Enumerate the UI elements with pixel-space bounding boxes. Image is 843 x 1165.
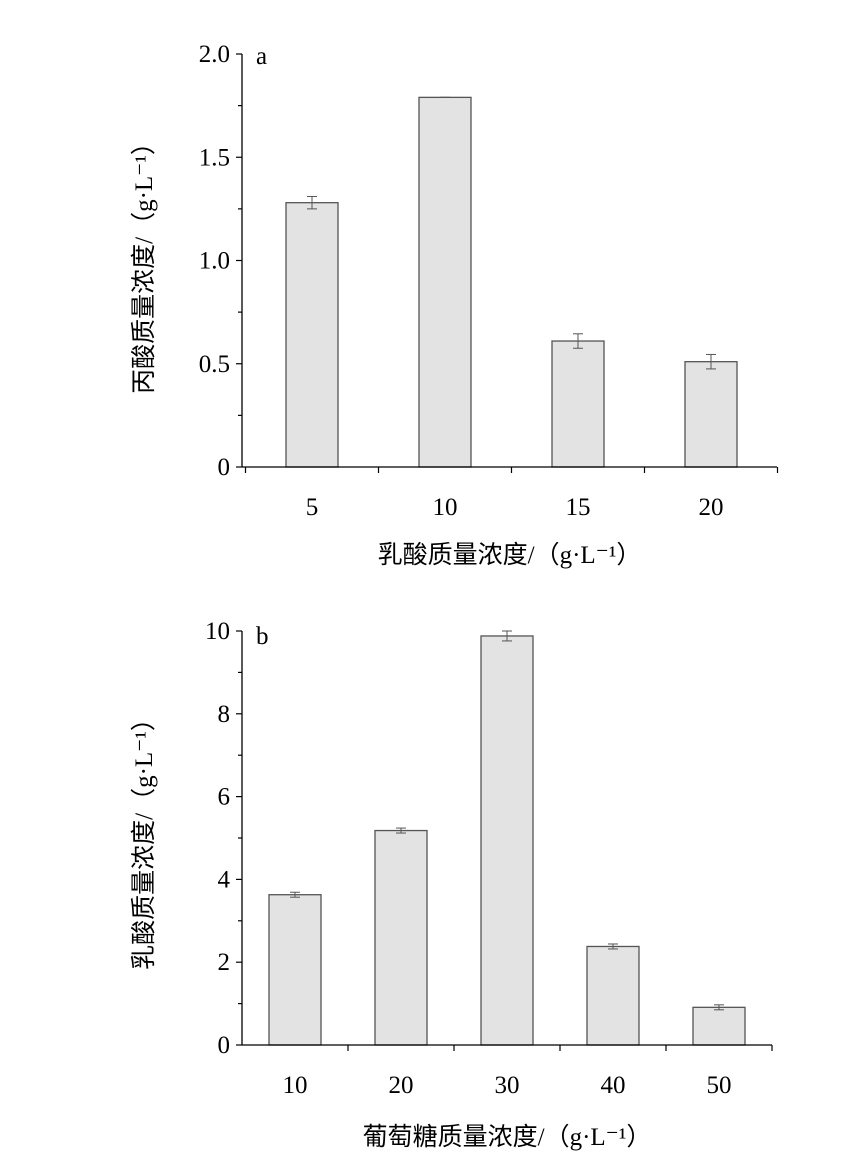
y-tick-label: 2 — [218, 949, 231, 976]
panel-label: b — [256, 623, 269, 650]
y-axis-title: 乳酸质量浓度/（g·L⁻¹） — [130, 706, 158, 970]
bar — [551, 340, 605, 468]
chart-panel-b: 0 2 4 6 8 10 10 20 30 40 50 b 葡萄糖质量浓度/（g·L⁻¹） 乳酸质量浓度/… — [130, 618, 773, 1151]
x-tick-label: 20 — [389, 1072, 414, 1099]
bar — [418, 96, 472, 468]
x-axis-title: 乳酸质量浓度/（g·L⁻¹） — [378, 541, 642, 569]
y-tick-label: 1.5 — [199, 144, 230, 171]
panel-label: a — [256, 43, 267, 70]
bar — [684, 361, 738, 468]
x-tick-label: 15 — [566, 494, 591, 521]
y-axis-title: 丙酸质量浓度/（g·L⁻¹） — [130, 130, 158, 394]
error-bar — [573, 333, 583, 349]
x-tick-label: 20 — [699, 494, 724, 521]
bar — [374, 829, 428, 1046]
y-tick-label: 4 — [218, 866, 231, 893]
y-tick-label: 0 — [218, 454, 231, 481]
bar — [268, 894, 322, 1046]
y-tick-label: 0 — [218, 1032, 231, 1059]
bar — [692, 1006, 746, 1046]
error-bar — [396, 827, 406, 834]
error-bar — [502, 630, 512, 642]
y-tick-label: 1.0 — [199, 248, 230, 275]
chart-panel-a: 0 0.5 1.0 1.5 2.0 5 10 15 20 a 乳酸质量浓度/（g·L⁻¹） 丙酸质量浓… — [130, 41, 779, 569]
y-tick-label: 8 — [218, 701, 231, 728]
error-bar — [290, 891, 300, 898]
x-tick-label: 30 — [495, 1072, 520, 1099]
y-tick-label: 10 — [205, 618, 230, 645]
bar — [285, 202, 339, 468]
y-tick-label: 2.0 — [199, 41, 230, 68]
y-tick-label: 6 — [218, 784, 231, 811]
x-axis-title: 葡萄糖质量浓度/（g·L⁻¹） — [363, 1123, 652, 1151]
bar — [480, 635, 534, 1046]
error-bar — [307, 195, 317, 210]
error-bar — [608, 943, 618, 950]
x-tick-label: 5 — [306, 494, 319, 521]
x-tick-label: 10 — [433, 494, 458, 521]
x-tick-label: 50 — [707, 1072, 732, 1099]
x-tick-label: 10 — [283, 1072, 308, 1099]
error-bar — [714, 1004, 724, 1011]
error-bar — [706, 353, 716, 370]
bar — [586, 945, 640, 1046]
y-tick-label: 0.5 — [199, 351, 230, 378]
x-tick-label: 40 — [601, 1072, 626, 1099]
